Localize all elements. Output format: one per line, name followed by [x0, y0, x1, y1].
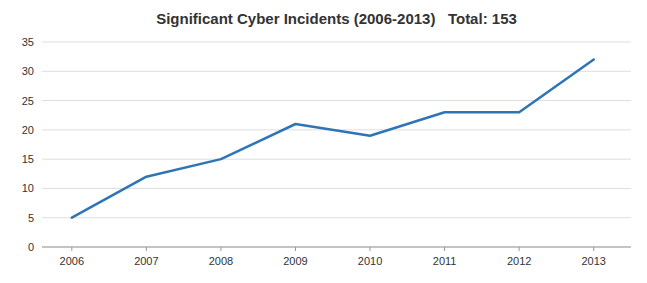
y-grid [42, 42, 631, 247]
x-tick [71, 247, 72, 251]
x-tick-label: 2009 [283, 255, 307, 267]
x-axis-line [42, 247, 631, 248]
grid-line [42, 100, 631, 101]
chart-title: Significant Cyber Incidents (2006-2013) … [156, 10, 517, 27]
x-tick [593, 247, 594, 251]
chart-svg: Significant Cyber Incidents (2006-2013) … [0, 0, 647, 283]
x-tick-label: 2011 [433, 255, 457, 267]
x-tick [444, 247, 445, 251]
x-ticks: 2006 2007 2008 2009 2010 2011 2012 2013 [60, 247, 606, 267]
x-tick-label: 2013 [581, 255, 605, 267]
y-tick-labels: 0 5 10 15 20 25 30 35 [22, 36, 34, 253]
chart-container: Significant Cyber Incidents (2006-2013) … [0, 0, 647, 283]
x-tick-label: 2006 [60, 255, 84, 267]
grid-line [42, 188, 631, 189]
data-line [72, 60, 594, 218]
x-tick-label: 2012 [507, 255, 531, 267]
x-tick [370, 247, 371, 251]
x-tick [146, 247, 147, 251]
y-tick-label: 20 [22, 124, 34, 136]
x-tick [295, 247, 296, 251]
grid-line [42, 159, 631, 160]
y-tick-label: 0 [28, 241, 34, 253]
y-tick-label: 15 [22, 153, 34, 165]
y-tick-label: 25 [22, 95, 34, 107]
plot-area [72, 60, 594, 218]
grid-line [42, 217, 631, 218]
x-tick-label: 2007 [134, 255, 158, 267]
x-tick-label: 2010 [358, 255, 382, 267]
x-tick-label: 2008 [209, 255, 233, 267]
x-tick [220, 247, 221, 251]
y-tick-label: 10 [22, 182, 34, 194]
grid-line [42, 247, 631, 248]
y-tick-label: 30 [22, 65, 34, 77]
y-tick-label: 5 [28, 212, 34, 224]
x-tick [519, 247, 520, 251]
y-tick-label: 35 [22, 36, 34, 48]
grid-line [42, 42, 631, 43]
grid-line [42, 71, 631, 72]
